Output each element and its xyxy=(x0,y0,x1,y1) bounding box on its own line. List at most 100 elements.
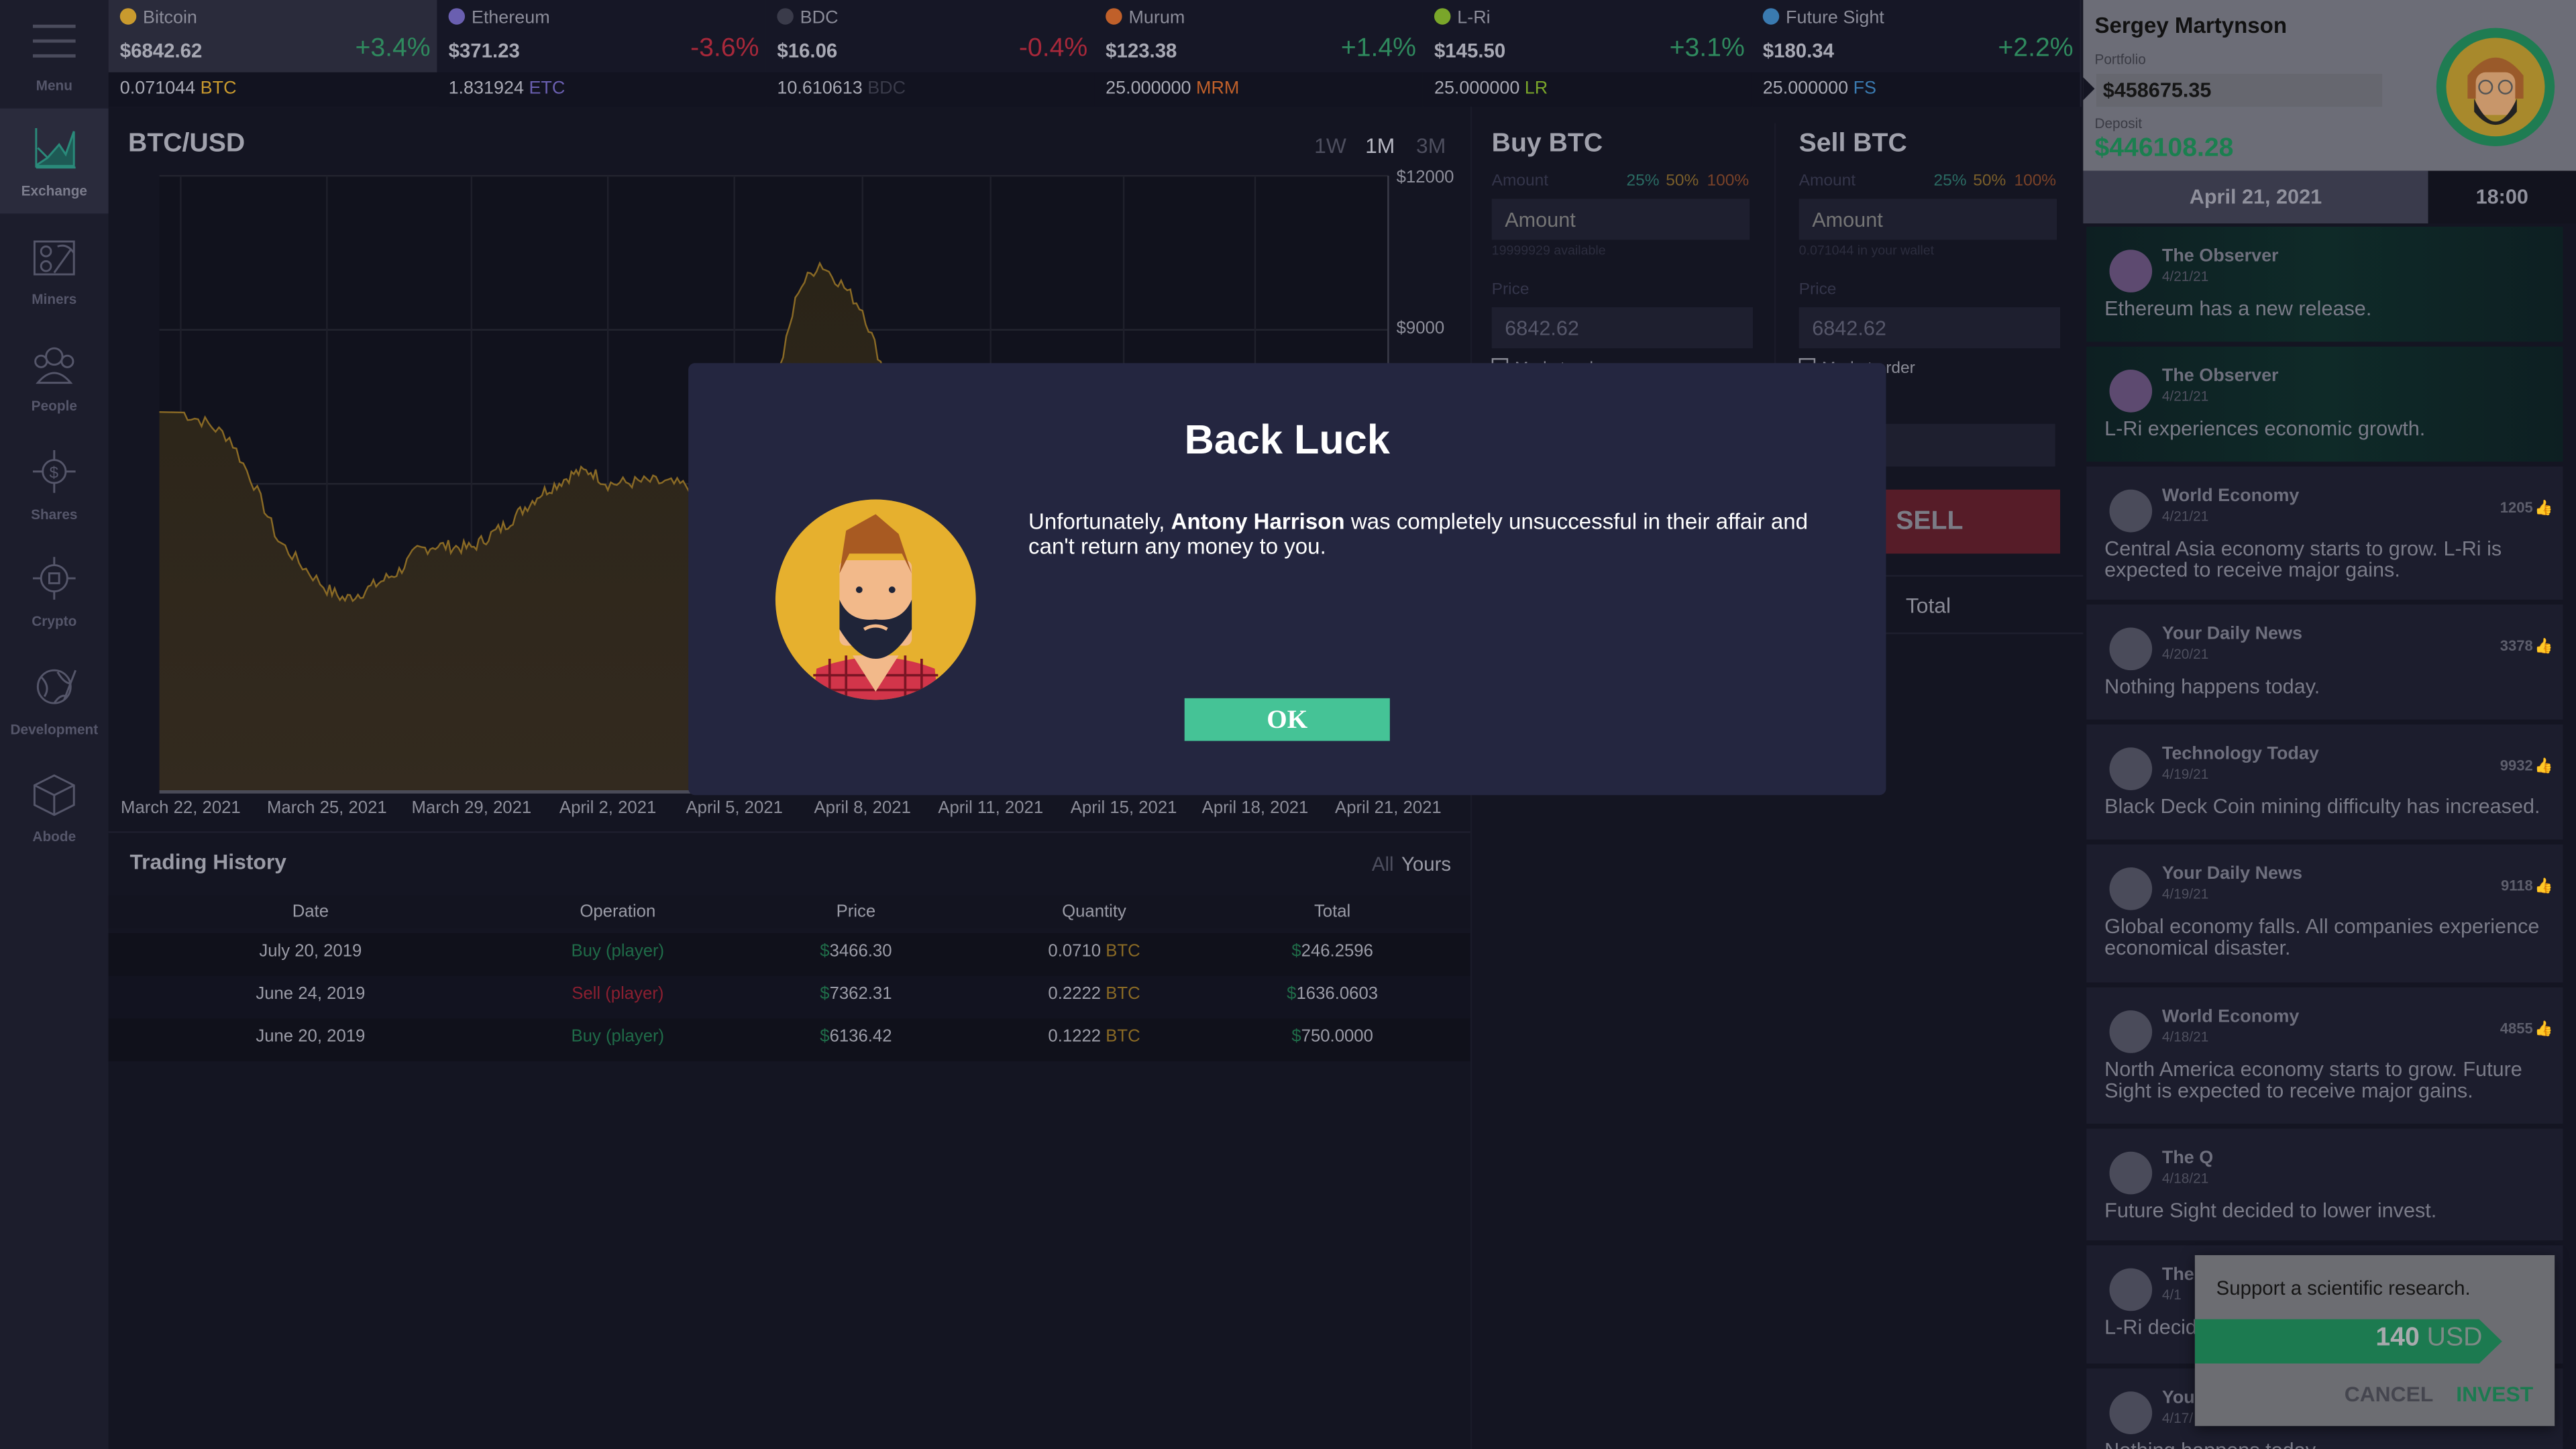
dollar-sign: $ xyxy=(1291,1026,1301,1047)
message-text: was completely unsuccessful in their aff… xyxy=(1028,509,1809,559)
deposit-value: $446108.28 xyxy=(2094,134,2234,163)
ticker-btc[interactable]: Bitcoin $6842.62 +3.4% 0.071044 BTC xyxy=(108,0,439,107)
range-3m[interactable]: 3M xyxy=(1416,133,1446,158)
invest-amount-value: 140 xyxy=(2375,1324,2420,1352)
coin-change: -3.6% xyxy=(690,34,759,63)
news-item[interactable]: Your Daily News 4/20/21 Nothing happens to… xyxy=(2086,604,2563,720)
coin-holding: 1.831924 ETC xyxy=(437,72,766,107)
news-date: 4/21/21 xyxy=(2161,507,2209,525)
cancel-button[interactable]: CANCEL xyxy=(2344,1381,2434,1407)
ticker-mrm[interactable]: Murum $123.38 +1.4% 25.000000 MRM xyxy=(1094,0,1425,107)
coin-icon xyxy=(119,8,137,25)
holding-amount: 25.000000 xyxy=(1434,78,1520,99)
trade-price-value: 3466.30 xyxy=(829,941,892,961)
filter-yours[interactable]: Yours xyxy=(1401,853,1452,876)
total-label: Total xyxy=(1905,593,1951,618)
sell-pct-25[interactable]: 25% xyxy=(1933,172,1967,191)
trade-operation: Sell (player) xyxy=(572,983,664,1004)
coin-holding: 25.000000 FS xyxy=(1751,72,2080,107)
filter-all[interactable]: All xyxy=(1371,853,1394,876)
nav-item-shares[interactable]: $ Shares xyxy=(0,431,109,537)
buy-price-input[interactable] xyxy=(1491,307,1754,349)
news-item[interactable]: The Observer 4/21/21 Ethereum has a new re… xyxy=(2086,226,2563,342)
holding-symbol: ETC xyxy=(529,78,566,99)
person-avatar xyxy=(775,499,976,700)
column-header-total: Total xyxy=(1313,902,1351,922)
trading-history-title: Trading History xyxy=(129,849,287,874)
ticker-etc[interactable]: Ethereum $371.23 -3.6% 1.831924 ETC xyxy=(437,0,767,107)
coin-name: L-Ri xyxy=(1434,8,1491,28)
ticker-lr[interactable]: L-Ri $145.50 +3.1% 25.000000 LR xyxy=(1422,0,1754,107)
news-text: Central Asia economy starts to grow. L-R… xyxy=(2104,537,2502,582)
news-item[interactable]: Technology Today 4/19/21 Black Deck Coin m… xyxy=(2086,724,2563,840)
coin-price: $180.34 xyxy=(1762,39,1835,63)
news-likes[interactable]: 1205 👍 xyxy=(2500,499,2553,517)
news-likes[interactable]: 4855 👍 xyxy=(2500,1020,2553,1038)
divider xyxy=(1774,123,1776,567)
news-item[interactable]: World Economy 4/18/21 North America econom… xyxy=(2086,987,2563,1124)
y-tick-label: $12000 xyxy=(1396,167,1454,188)
buy-amount-label: Amount xyxy=(1491,172,1549,191)
range-1m[interactable]: 1M xyxy=(1365,133,1395,158)
buy-pct-25[interactable]: 25% xyxy=(1626,172,1660,191)
sell-pct-50[interactable]: 50% xyxy=(1973,172,2006,191)
coin-name: Bitcoin xyxy=(119,8,197,28)
sell-panel-title: Sell BTC xyxy=(1799,129,1907,158)
nav-item-people[interactable]: People xyxy=(0,323,109,429)
portfolio-value: $458675.35 xyxy=(2096,74,2383,107)
menu-button[interactable]: Menu xyxy=(0,0,109,105)
thumbs-up-icon[interactable]: 👍 xyxy=(2534,637,2553,654)
news-likes[interactable]: 3378 👍 xyxy=(2500,637,2553,655)
sell-amount-input[interactable] xyxy=(1799,199,2057,240)
thumbs-up-icon[interactable]: 👍 xyxy=(2534,757,2553,774)
ticker-fs[interactable]: Future Sight $180.34 +2.2% 25.000000 FS xyxy=(1751,0,2082,107)
news-source: Your Daily News xyxy=(2161,624,2302,645)
nav-item-abode[interactable]: Abode xyxy=(0,754,109,859)
news-item[interactable]: World Economy 4/21/21 Central Asia economy… xyxy=(2086,466,2563,600)
coin-change: +1.4% xyxy=(1340,34,1417,63)
ticker-bdc[interactable]: BDC $16.06 -0.4% 10.610613 BDC xyxy=(765,0,1096,107)
nav-item-crypto[interactable]: Crypto xyxy=(0,539,109,644)
news-likes[interactable]: 9118 👍 xyxy=(2501,877,2553,896)
news-source-avatar xyxy=(2109,1010,2153,1053)
trade-price: $3466.30 xyxy=(820,941,892,961)
invest-button[interactable]: INVEST xyxy=(2456,1381,2534,1407)
development-globe-icon xyxy=(36,668,77,704)
news-source: The xyxy=(2161,1265,2194,1285)
nav-item-miners[interactable]: Miners xyxy=(0,216,109,321)
buy-pct-100[interactable]: 100% xyxy=(1707,172,1750,191)
table-row xyxy=(108,975,1470,1019)
sell-available: 0.071044 in your wallet xyxy=(1799,243,1935,258)
invest-text: Support a scientific research. xyxy=(2216,1276,2471,1300)
thumbs-up-icon[interactable]: 👍 xyxy=(2534,1020,2553,1037)
thumbs-up-icon[interactable]: 👍 xyxy=(2534,499,2553,516)
trade-price: $6136.42 xyxy=(820,1027,892,1046)
range-1w[interactable]: 1W xyxy=(1314,133,1346,158)
ok-button[interactable]: OK xyxy=(1184,698,1390,741)
invest-currency: USD xyxy=(2426,1324,2483,1352)
news-item[interactable]: The Observer 4/21/21 L-Ri experiences econ… xyxy=(2086,346,2563,462)
nav-item-exchange[interactable]: Exchange xyxy=(0,108,109,214)
news-text: Nothing happens today. xyxy=(2104,1440,2556,1449)
nav-item-label: Exchange xyxy=(21,182,87,199)
sell-price-input[interactable] xyxy=(1799,307,2061,349)
news-item[interactable]: Your Daily News 4/19/21 Global economy fal… xyxy=(2086,844,2563,983)
user-avatar[interactable] xyxy=(2434,26,2556,148)
chart-title: BTC/USD xyxy=(128,129,246,158)
news-likes[interactable]: 9932 👍 xyxy=(2500,757,2553,775)
coin-holding: 25.000000 LR xyxy=(1422,72,1752,107)
x-tick-label: March 25, 2021 xyxy=(266,798,387,818)
buy-pct-50[interactable]: 50% xyxy=(1666,172,1699,191)
news-text: Ethereum has a new release. xyxy=(2104,297,2372,321)
x-tick-label: April 5, 2021 xyxy=(686,798,783,818)
profile-card: Sergey Martynson Portfolio $458675.35 De… xyxy=(2083,0,2576,171)
dollar-sign: $ xyxy=(820,941,830,961)
news-text: Global economy falls. All companies expe… xyxy=(2104,915,2540,960)
thumbs-up-icon[interactable]: 👍 xyxy=(2534,877,2553,894)
news-item[interactable]: The Q 4/18/21 Future Sight decided to lowe… xyxy=(2086,1128,2563,1240)
message-text: Unfortunately, xyxy=(1028,509,1171,534)
invest-amount: 140 USD xyxy=(2195,1324,2483,1354)
buy-amount-input[interactable] xyxy=(1491,199,1750,240)
sell-pct-100[interactable]: 100% xyxy=(2014,172,2057,191)
nav-item-development[interactable]: Development xyxy=(0,647,109,752)
